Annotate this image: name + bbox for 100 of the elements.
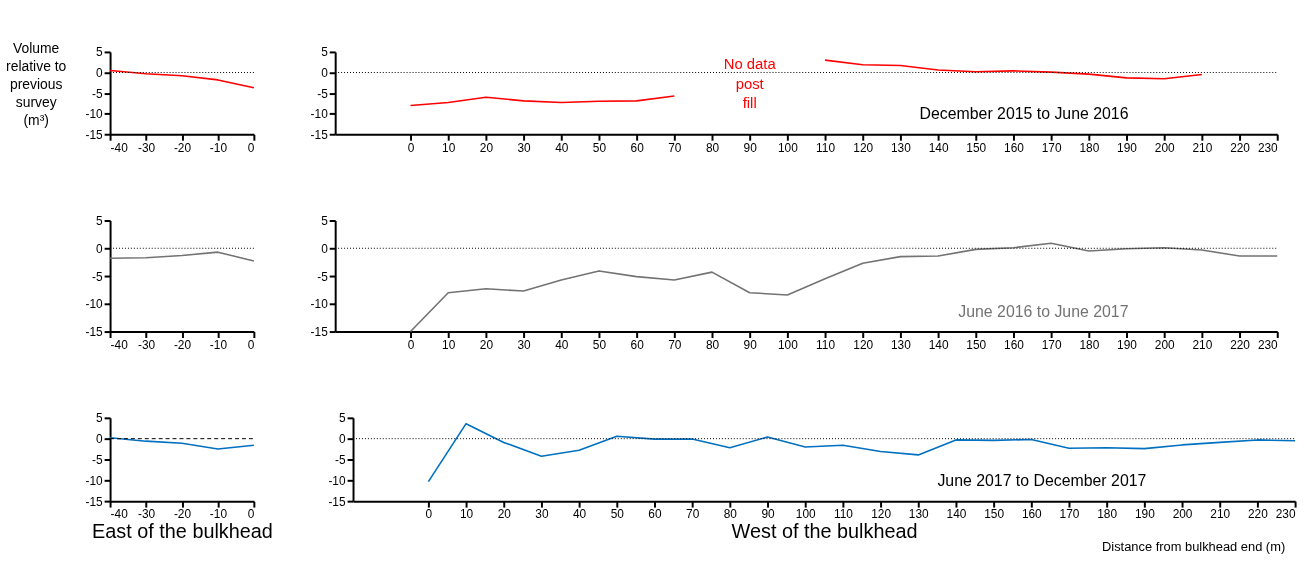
- y-tick-label: -5: [92, 269, 104, 284]
- y-tick-label: -10: [310, 107, 329, 122]
- x-tick-label: 170: [1041, 337, 1062, 352]
- x-tick-label: 200: [1172, 507, 1193, 522]
- x-tick-label: 20: [497, 507, 512, 522]
- x-tick-label: 140: [928, 337, 949, 352]
- y-tick-label: -5: [92, 452, 104, 467]
- y-tick-label: -15: [328, 494, 346, 509]
- line-series: [409, 242, 1279, 333]
- y-tick-label: 5: [338, 411, 346, 426]
- x-tick-label: 10: [459, 507, 474, 522]
- x-tick-label: 130: [908, 507, 930, 522]
- x-tick-label: 110: [816, 140, 836, 155]
- x-tick-label: 10: [442, 337, 456, 352]
- x-tick-label: 150: [966, 140, 987, 155]
- y-tick-label: 5: [96, 45, 104, 60]
- text: Distance from bulkhead end (m): [1101, 538, 1286, 554]
- y-tick-label: 5: [96, 411, 104, 426]
- x-tick-label: 30: [517, 140, 532, 155]
- annotation: December 2015 to June 2016: [919, 105, 1129, 123]
- y-tick-label: 0: [96, 241, 104, 256]
- x-tick-label: 120: [853, 337, 874, 352]
- y-tick-label: -15: [310, 127, 329, 142]
- x-tick-label: 200: [1154, 337, 1175, 352]
- x-tick-label: 160: [1004, 140, 1025, 155]
- y-tick-label: -10: [328, 473, 346, 488]
- line-series: [109, 69, 255, 89]
- x-tick-label: 110: [833, 507, 854, 522]
- x-tick-label: 230: [1257, 337, 1279, 352]
- x-tick-label: -40: [110, 507, 129, 522]
- x-tick-label: 210: [1192, 140, 1213, 155]
- x-tick-label: 210: [1210, 507, 1231, 522]
- x-tick-label: 60: [630, 337, 645, 352]
- x-tick-label: 110: [816, 337, 836, 352]
- x-tick-label: 80: [705, 337, 720, 352]
- x-tick-label: 230: [1257, 140, 1279, 155]
- x-tick-label: 0: [407, 140, 415, 155]
- y-tick-label: -15: [85, 127, 104, 142]
- x-tick-label: 0: [247, 337, 255, 352]
- x-tick-label: 90: [743, 337, 758, 352]
- y-tick-label: -5: [92, 86, 104, 101]
- x-tick-label: 190: [1117, 140, 1138, 155]
- x-tick-label: -40: [110, 337, 129, 352]
- x-tick-label: 30: [535, 507, 549, 522]
- x-tick-label: 0: [407, 337, 415, 352]
- x-tick-label: 210: [1192, 337, 1213, 352]
- x-tick-label: 100: [777, 337, 799, 352]
- x-tick-label: -20: [173, 337, 192, 352]
- x-tick-label: 0: [247, 507, 255, 522]
- x-tick-label: 10: [442, 140, 456, 155]
- x-tick-label: 170: [1059, 507, 1080, 522]
- y-tick-label: 0: [96, 65, 104, 80]
- x-tick-label: 180: [1079, 140, 1100, 155]
- x-tick-label: 150: [966, 337, 987, 352]
- x-tick-label: 220: [1230, 140, 1251, 155]
- annotation: June 2016 to June 2017: [958, 302, 1129, 320]
- y-tick-label: 5: [321, 45, 329, 60]
- y-tick-label: 5: [321, 213, 329, 228]
- x-tick-label: 80: [723, 507, 738, 522]
- x-tick-label: 230: [1275, 507, 1296, 522]
- x-tick-label: -30: [137, 140, 156, 155]
- x-tick-label: 70: [686, 507, 700, 522]
- x-tick-label: 50: [610, 507, 625, 522]
- line-series: [109, 251, 255, 262]
- x-tick-label: 20: [479, 140, 494, 155]
- y-tick-label: 0: [96, 432, 104, 447]
- x-tick-label: 50: [592, 337, 607, 352]
- y-tick-label: 0: [338, 432, 346, 447]
- x-tick-label: 30: [517, 337, 532, 352]
- y-tick-label: -10: [310, 297, 329, 312]
- x-tick-label: -10: [209, 337, 228, 352]
- x-tick-label: 190: [1117, 337, 1138, 352]
- x-tick-label: 100: [795, 507, 817, 522]
- x-tick-label: 200: [1154, 140, 1175, 155]
- y-tick-label: -10: [85, 473, 104, 488]
- x-tick-label: 120: [853, 140, 874, 155]
- x-tick-label: 20: [479, 337, 494, 352]
- y-tick-label: -5: [317, 269, 329, 284]
- x-tick-label: 120: [871, 507, 892, 522]
- x-tick-label: 140: [928, 140, 949, 155]
- x-tick-label: 220: [1247, 507, 1269, 522]
- x-tick-label: 70: [668, 140, 682, 155]
- x-tick-label: 180: [1079, 337, 1100, 352]
- x-axis-title: West of the bulkhead: [731, 520, 918, 543]
- x-tick-label: -30: [137, 337, 156, 352]
- x-tick-label: 100: [777, 140, 799, 155]
- x-tick-label: 40: [573, 507, 587, 522]
- y-tick-label: -5: [317, 86, 329, 101]
- y-tick-label: 5: [96, 213, 104, 228]
- x-tick-label: 170: [1041, 140, 1062, 155]
- x-tick-label: -10: [209, 140, 228, 155]
- x-tick-label: 140: [946, 507, 967, 522]
- y-tick-label: -15: [310, 325, 329, 340]
- y-tick-label: -5: [335, 452, 346, 467]
- annotation: No data post fill: [723, 55, 777, 112]
- x-tick-label: 220: [1230, 337, 1251, 352]
- x-tick-label: -20: [173, 507, 192, 522]
- x-tick-label: 90: [761, 507, 776, 522]
- y-axis-title: Volume relative to previous survey (m³): [6, 40, 67, 128]
- x-tick-label: -40: [110, 140, 129, 155]
